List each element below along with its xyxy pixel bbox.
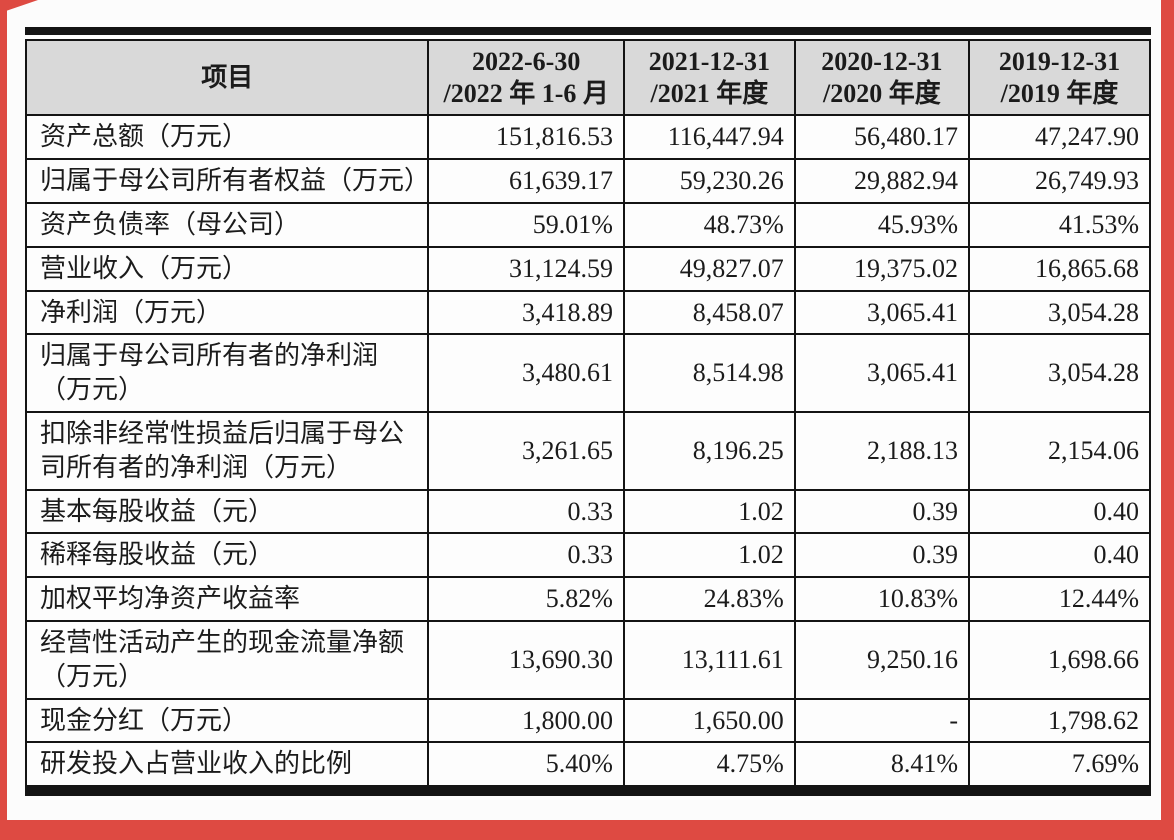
row-value: 5.82% bbox=[427, 576, 625, 622]
row-value: 45.93% bbox=[793, 202, 971, 248]
row-value: 151,816.53 bbox=[427, 114, 625, 161]
row-value: 7.69% bbox=[968, 741, 1151, 792]
row-item-label: 加权平均净资产收益率 bbox=[24, 576, 430, 622]
column-header-period: 2020-12-31/2020 年度 bbox=[793, 38, 971, 117]
row-value: 3,054.28 bbox=[968, 289, 1151, 336]
table-row: 稀释每股收益（元） 0.33 1.02 0.39 0.40 bbox=[24, 532, 1151, 579]
row-item-label: 基本每股收益（元） bbox=[24, 488, 430, 535]
row-value: 31,124.59 bbox=[427, 245, 625, 292]
row-value: 3,065.41 bbox=[793, 333, 971, 414]
row-value: 61,639.17 bbox=[427, 158, 625, 205]
column-header-period: 2022-6-30/2022 年 1-6 月 bbox=[427, 38, 625, 117]
table-row: 现金分红（万元） 1,800.00 1,650.00-1,798.62 bbox=[24, 697, 1151, 744]
column-header-item: 项目 bbox=[24, 38, 430, 117]
row-value: 8,196.25 bbox=[622, 411, 796, 491]
period-date-line: 2019-12-31 bbox=[998, 47, 1121, 76]
table-row: 净利润（万元） 3,418.89 8,458.07 3,065.41 3,054.28 bbox=[24, 289, 1151, 336]
table-row: 加权平均净资产收益率 5.82% 24.83% 10.83% 12.44% bbox=[24, 576, 1151, 622]
row-value: 13,111.61 bbox=[622, 620, 796, 700]
row-value: 2,188.13 bbox=[793, 411, 971, 491]
row-value: 26,749.93 bbox=[968, 158, 1151, 205]
row-value: 47,247.90 bbox=[968, 114, 1151, 161]
row-value: - bbox=[793, 697, 971, 744]
table-row: 基本每股收益（元） 0.33 1.02 0.39 0.40 bbox=[24, 488, 1151, 535]
row-value: 0.33 bbox=[427, 532, 625, 579]
period-range-line: /2021 年度 bbox=[650, 78, 769, 108]
financial-table: 项目 2022-6-30/2022 年 1-6 月 2021-12-31/2021… bbox=[24, 38, 1151, 797]
row-value: 0.40 bbox=[968, 532, 1151, 579]
row-value: 1,698.66 bbox=[968, 620, 1151, 700]
period-date-line: 2021-12-31 bbox=[648, 47, 771, 76]
row-value: 3,480.61 bbox=[427, 333, 625, 414]
column-header-period: 2021-12-31/2021 年度 bbox=[622, 38, 796, 117]
row-value: 8.41% bbox=[793, 741, 971, 792]
table-body: 资产总额（万元） 151,816.53 116,447.94 56,480.17 47,… bbox=[24, 114, 1151, 792]
row-item-label: 稀释每股收益（元） bbox=[24, 532, 430, 579]
row-item-label: 扣除非经常性损益后归属于母公司所有者的净利润（万元） bbox=[24, 411, 430, 491]
row-value: 0.40 bbox=[968, 488, 1151, 535]
row-value: 41.53% bbox=[968, 202, 1151, 248]
row-item-label: 现金分红（万元） bbox=[24, 697, 430, 744]
row-value: 59,230.26 bbox=[622, 158, 796, 205]
row-value: 10.83% bbox=[793, 576, 971, 622]
row-value: 29,882.94 bbox=[793, 158, 971, 205]
period-range-line: /2020 年度 bbox=[823, 78, 941, 108]
row-value: 1,800.00 bbox=[427, 697, 625, 744]
row-item-label: 资产负债率（母公司） bbox=[24, 202, 430, 248]
row-value: 24.83% bbox=[622, 576, 796, 622]
row-value: 0.39 bbox=[793, 532, 971, 579]
table-row: 扣除非经常性损益后归属于母公司所有者的净利润（万元） 3,261.65 8,196.… bbox=[24, 411, 1151, 491]
row-value: 8,458.07 bbox=[622, 289, 796, 336]
table-row: 归属于母公司所有者的净利润（万元） 3,480.61 8,514.98 3,065.4… bbox=[24, 333, 1151, 414]
row-item-label: 归属于母公司所有者权益（万元） bbox=[24, 158, 430, 205]
row-value: 1,650.00 bbox=[622, 697, 796, 744]
table-row: 资产总额（万元） 151,816.53 116,447.94 56,480.17 47,… bbox=[24, 114, 1151, 161]
row-item-label: 资产总额（万元） bbox=[24, 114, 430, 161]
row-value: 56,480.17 bbox=[793, 114, 971, 161]
row-value: 3,261.65 bbox=[427, 411, 625, 491]
row-item-label: 营业收入（万元） bbox=[24, 245, 430, 292]
row-item-label: 研发投入占营业收入的比例 bbox=[24, 741, 430, 792]
document-sheet: 项目 2022-6-30/2022 年 1-6 月 2021-12-31/2021… bbox=[7, 0, 1161, 820]
table-row: 营业收入（万元） 31,124.59 49,827.07 19,375.02 16,86… bbox=[24, 245, 1151, 292]
row-value: 3,418.89 bbox=[427, 289, 625, 336]
row-value: 19,375.02 bbox=[793, 245, 971, 292]
row-value: 3,065.41 bbox=[793, 289, 971, 336]
period-date-line: 2022-6-30 bbox=[472, 47, 581, 76]
row-value: 8,514.98 bbox=[622, 333, 796, 414]
row-value: 13,690.30 bbox=[427, 620, 625, 700]
row-value: 1.02 bbox=[622, 488, 796, 535]
period-range-line: /2022 年 1-6 月 bbox=[443, 78, 609, 108]
row-value: 1,798.62 bbox=[968, 697, 1151, 744]
table-row: 资产负债率（母公司） 59.01% 48.73% 45.93% 41.53% bbox=[24, 202, 1151, 248]
row-value: 0.39 bbox=[793, 488, 971, 535]
row-value: 48.73% bbox=[622, 202, 796, 248]
row-item-label: 归属于母公司所有者的净利润（万元） bbox=[24, 333, 430, 414]
row-value: 5.40% bbox=[427, 741, 625, 792]
row-value: 3,054.28 bbox=[968, 333, 1151, 414]
row-value: 49,827.07 bbox=[622, 245, 796, 292]
row-value: 1.02 bbox=[622, 532, 796, 579]
row-value: 0.33 bbox=[427, 488, 625, 535]
table-row: 研发投入占营业收入的比例 5.40% 4.75% 8.41% 7.69% bbox=[24, 741, 1151, 792]
period-range-line: /2019 年度 bbox=[1000, 78, 1119, 108]
financial-summary-table: 项目 2022-6-30/2022 年 1-6 月 2021-12-31/2021… bbox=[24, 27, 1151, 797]
row-value: 59.01% bbox=[427, 202, 625, 248]
row-value: 16,865.68 bbox=[968, 245, 1151, 292]
row-item-label: 净利润（万元） bbox=[24, 289, 430, 336]
row-value: 116,447.94 bbox=[622, 114, 796, 161]
row-value: 9,250.16 bbox=[793, 620, 971, 700]
row-value: 2,154.06 bbox=[968, 411, 1151, 491]
row-value: 12.44% bbox=[968, 576, 1151, 622]
table-row: 经营性活动产生的现金流量净额（万元） 13,690.30 13,111.61 9,25… bbox=[24, 620, 1151, 700]
row-item-label: 经营性活动产生的现金流量净额（万元） bbox=[24, 620, 430, 700]
column-header-period: 2019-12-31/2019 年度 bbox=[968, 38, 1151, 117]
row-value: 4.75% bbox=[622, 741, 796, 792]
table-row: 归属于母公司所有者权益（万元） 61,639.17 59,230.26 29,882.… bbox=[24, 158, 1151, 205]
period-date-line: 2020-12-31 bbox=[821, 47, 943, 76]
table-header-row: 项目 2022-6-30/2022 年 1-6 月 2021-12-31/2021… bbox=[24, 38, 1151, 117]
